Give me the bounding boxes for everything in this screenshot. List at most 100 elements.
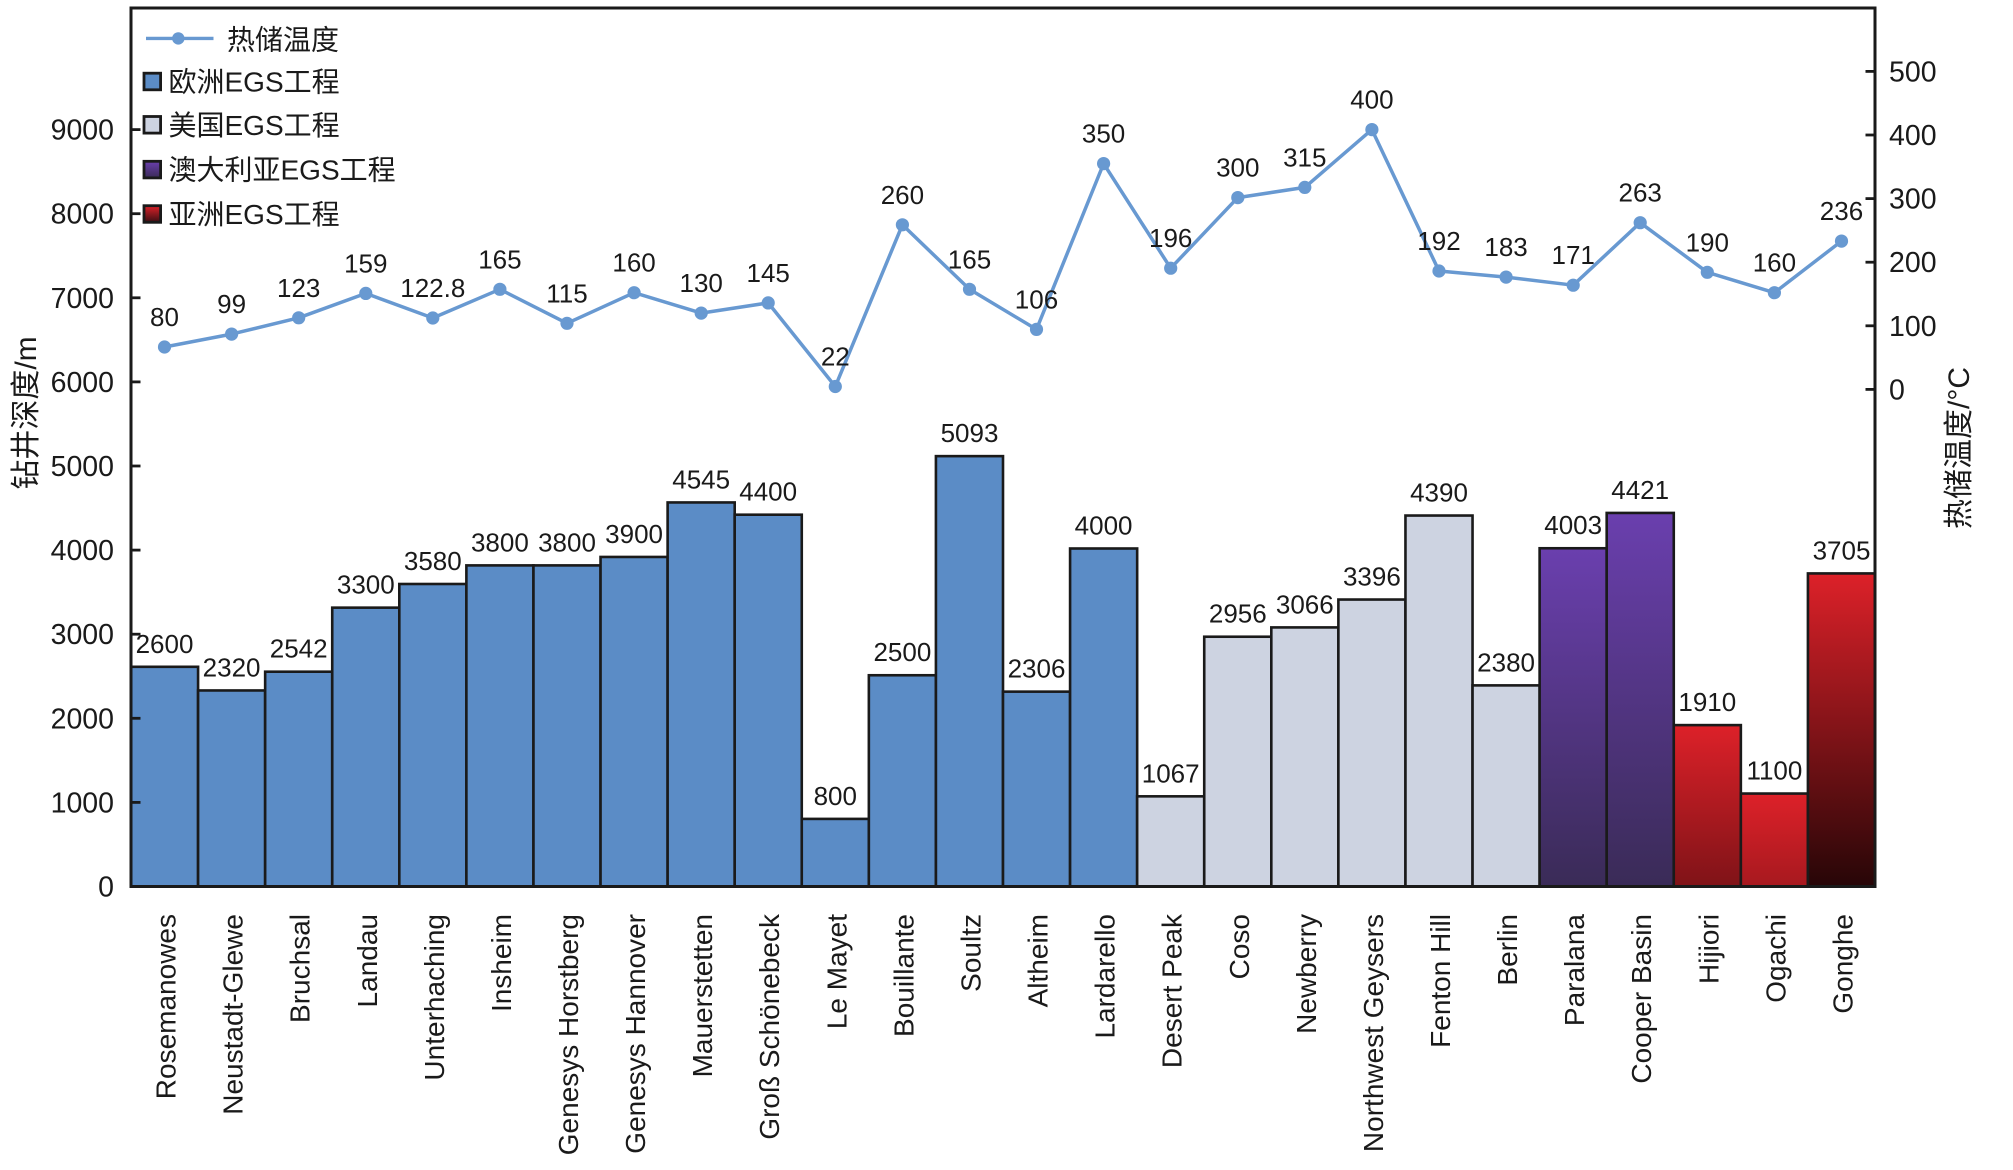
svg-text:400: 400 bbox=[1350, 85, 1393, 115]
svg-text:7000: 7000 bbox=[51, 283, 114, 315]
svg-text:190: 190 bbox=[1686, 227, 1729, 257]
svg-text:165: 165 bbox=[948, 244, 991, 274]
svg-text:Northwest Geysers: Northwest Geysers bbox=[1358, 914, 1389, 1152]
svg-text:100: 100 bbox=[1889, 311, 1937, 343]
svg-text:115: 115 bbox=[546, 278, 587, 308]
svg-text:4000: 4000 bbox=[51, 535, 114, 567]
svg-text:Genesys Horstberg: Genesys Horstberg bbox=[553, 914, 584, 1155]
svg-text:Groß Schönebeck: Groß Schönebeck bbox=[754, 913, 785, 1140]
svg-text:欧洲EGS工程: 欧洲EGS工程 bbox=[169, 67, 340, 98]
svg-text:热储温度/°C: 热储温度/°C bbox=[1943, 367, 1976, 529]
svg-text:123: 123 bbox=[277, 273, 320, 303]
svg-text:1000: 1000 bbox=[51, 787, 114, 819]
svg-text:106: 106 bbox=[1015, 284, 1058, 314]
svg-text:2000: 2000 bbox=[51, 703, 114, 735]
svg-text:5093: 5093 bbox=[941, 418, 999, 448]
svg-text:200: 200 bbox=[1889, 247, 1937, 279]
svg-text:2542: 2542 bbox=[270, 634, 328, 664]
svg-text:2600: 2600 bbox=[136, 629, 194, 659]
svg-text:196: 196 bbox=[1149, 223, 1192, 253]
svg-text:Landau: Landau bbox=[352, 914, 383, 1007]
svg-text:159: 159 bbox=[344, 248, 387, 278]
svg-text:Fenton Hill: Fenton Hill bbox=[1425, 914, 1456, 1048]
svg-text:Hijiori: Hijiori bbox=[1693, 914, 1724, 984]
svg-text:2380: 2380 bbox=[1477, 647, 1535, 677]
svg-text:260: 260 bbox=[881, 180, 924, 210]
svg-text:22: 22 bbox=[821, 342, 850, 372]
svg-text:Genesys Hannover: Genesys Hannover bbox=[620, 914, 651, 1154]
svg-text:美国EGS工程: 美国EGS工程 bbox=[169, 110, 340, 141]
svg-text:3396: 3396 bbox=[1343, 562, 1401, 592]
svg-text:80: 80 bbox=[150, 302, 179, 332]
svg-text:122.8: 122.8 bbox=[400, 273, 465, 303]
svg-text:263: 263 bbox=[1619, 178, 1662, 208]
svg-text:165: 165 bbox=[478, 244, 521, 274]
svg-text:Ogachi: Ogachi bbox=[1760, 914, 1791, 1003]
svg-text:Berlin: Berlin bbox=[1492, 914, 1523, 986]
svg-text:Lardarello: Lardarello bbox=[1090, 914, 1121, 1039]
svg-text:300: 300 bbox=[1216, 153, 1259, 183]
svg-text:8000: 8000 bbox=[51, 199, 114, 231]
svg-text:4000: 4000 bbox=[1075, 511, 1133, 541]
svg-text:6000: 6000 bbox=[51, 367, 114, 399]
svg-text:160: 160 bbox=[1753, 248, 1796, 278]
svg-text:3800: 3800 bbox=[538, 527, 596, 557]
svg-text:Insheim: Insheim bbox=[486, 914, 517, 1012]
svg-text:3705: 3705 bbox=[1813, 535, 1871, 565]
svg-text:3000: 3000 bbox=[51, 619, 114, 651]
svg-text:Newberry: Newberry bbox=[1291, 914, 1322, 1034]
svg-text:4545: 4545 bbox=[672, 464, 730, 494]
svg-text:4421: 4421 bbox=[1611, 475, 1669, 505]
svg-text:3300: 3300 bbox=[337, 570, 395, 600]
svg-text:Unterhaching: Unterhaching bbox=[419, 914, 450, 1081]
svg-text:2306: 2306 bbox=[1008, 654, 1066, 684]
svg-text:400: 400 bbox=[1889, 120, 1937, 152]
svg-text:1100: 1100 bbox=[1746, 756, 1802, 786]
svg-text:2320: 2320 bbox=[203, 653, 261, 683]
svg-text:3580: 3580 bbox=[404, 546, 462, 576]
svg-text:Bouillante: Bouillante bbox=[888, 914, 919, 1037]
svg-text:2500: 2500 bbox=[873, 637, 931, 667]
svg-text:0: 0 bbox=[98, 872, 114, 904]
svg-text:Bruchsal: Bruchsal bbox=[285, 914, 316, 1023]
svg-text:192: 192 bbox=[1417, 226, 1460, 256]
svg-text:Desert Peak: Desert Peak bbox=[1157, 913, 1188, 1068]
svg-text:4400: 4400 bbox=[739, 477, 797, 507]
svg-text:160: 160 bbox=[612, 248, 655, 278]
svg-text:3066: 3066 bbox=[1276, 589, 1334, 619]
svg-text:99: 99 bbox=[217, 289, 246, 319]
svg-text:0: 0 bbox=[1889, 374, 1905, 406]
svg-text:2956: 2956 bbox=[1209, 599, 1267, 629]
svg-text:Rosemanowes: Rosemanowes bbox=[151, 914, 182, 1099]
svg-text:Coso: Coso bbox=[1224, 914, 1255, 979]
svg-text:Gonghe: Gonghe bbox=[1828, 914, 1859, 1014]
svg-text:Le Mayet: Le Mayet bbox=[821, 914, 852, 1029]
svg-text:300: 300 bbox=[1889, 184, 1937, 216]
svg-text:Neustadt-Glewe: Neustadt-Glewe bbox=[218, 914, 249, 1115]
svg-text:500: 500 bbox=[1889, 56, 1937, 88]
svg-text:4003: 4003 bbox=[1544, 510, 1602, 540]
svg-text:Mauerstetten: Mauerstetten bbox=[687, 914, 718, 1077]
svg-text:4390: 4390 bbox=[1410, 478, 1468, 508]
svg-text:Altheim: Altheim bbox=[1023, 914, 1054, 1007]
svg-text:Soultz: Soultz bbox=[956, 914, 987, 992]
svg-text:1910: 1910 bbox=[1678, 687, 1736, 717]
svg-text:3800: 3800 bbox=[471, 527, 529, 557]
svg-text:钻井深度/m: 钻井深度/m bbox=[10, 336, 43, 489]
svg-text:315: 315 bbox=[1283, 142, 1326, 172]
svg-text:171: 171 bbox=[1552, 240, 1595, 270]
svg-text:澳大利亚EGS工程: 澳大利亚EGS工程 bbox=[169, 155, 396, 186]
svg-text:9000: 9000 bbox=[51, 115, 114, 147]
svg-text:3900: 3900 bbox=[605, 519, 663, 549]
svg-text:236: 236 bbox=[1820, 196, 1863, 226]
svg-text:183: 183 bbox=[1484, 232, 1527, 262]
svg-text:350: 350 bbox=[1082, 119, 1125, 149]
svg-text:热储温度: 热储温度 bbox=[227, 25, 339, 56]
svg-text:145: 145 bbox=[747, 258, 790, 288]
svg-text:1067: 1067 bbox=[1142, 758, 1200, 788]
svg-text:亚洲EGS工程: 亚洲EGS工程 bbox=[169, 199, 340, 230]
svg-text:130: 130 bbox=[680, 268, 723, 298]
svg-text:800: 800 bbox=[814, 781, 857, 811]
svg-text:Paralana: Paralana bbox=[1559, 914, 1590, 1027]
svg-text:Cooper Basin: Cooper Basin bbox=[1626, 914, 1657, 1084]
